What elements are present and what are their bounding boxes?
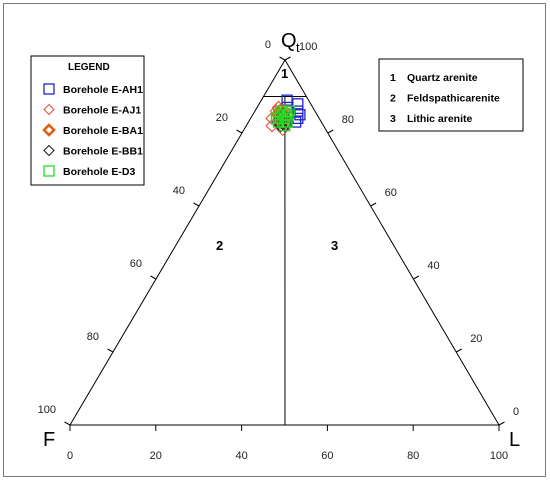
- field-key-id: 2: [390, 93, 396, 105]
- right-tick: [499, 422, 505, 425]
- left-tick-label: 80: [87, 331, 99, 343]
- left-tick: [194, 203, 200, 206]
- field-key: 1 Quartz arenite 2 Feldspathicarenite 3 Lithi…: [379, 59, 523, 131]
- right-tick: [456, 349, 462, 352]
- legend: LEGEND Borehole E-AH1 Borehole E-AJ1 Boreho…: [31, 56, 144, 185]
- vertex-label-left: F: [43, 429, 55, 451]
- vertex-label-top: Q: [281, 30, 297, 52]
- field-key-id: 3: [390, 113, 396, 125]
- field-key-name: Quartz arenite: [407, 72, 478, 84]
- right-tick: [371, 203, 377, 206]
- legend-entry-label: Borehole E-D3: [63, 166, 136, 178]
- legend-entry-label: Borehole E-BB1: [63, 146, 143, 158]
- bottom-tick-label: 100: [490, 450, 508, 462]
- left-tick-label: 60: [130, 258, 142, 270]
- field-label-2: 2: [216, 238, 223, 253]
- left-tick-label: 40: [173, 185, 185, 197]
- legend-entry-label: Borehole E-BA1: [63, 125, 143, 137]
- left-tick-label: 0: [265, 39, 271, 51]
- left-tick: [108, 349, 114, 352]
- left-tick-label: 20: [216, 112, 228, 124]
- left-tick: [65, 422, 71, 425]
- right-tick-label: 80: [342, 114, 354, 126]
- right-tick: [328, 130, 334, 133]
- legend-entry-label: Borehole E-AH1: [63, 84, 143, 96]
- right-tick-label: 20: [470, 333, 482, 345]
- right-tick-label: 60: [385, 187, 397, 199]
- right-tick-label: 0: [513, 406, 519, 418]
- bottom-tick-label: 80: [407, 450, 419, 462]
- data-points: [266, 95, 305, 135]
- bottom-tick-label: 60: [321, 450, 333, 462]
- left-tick: [280, 57, 286, 60]
- chart-frame: 0 100 100 20 80 80 40 60 60 60 40 40 80 20 20 100 0 0 LEG…: [3, 3, 546, 477]
- right-tick: [285, 57, 291, 60]
- bottom-tick-label: 40: [235, 450, 247, 462]
- left-tick: [151, 276, 157, 279]
- left-tick: [237, 130, 243, 133]
- left-tick-label: 100: [38, 404, 56, 416]
- ternary-chart: 0 100 100 20 80 80 40 60 60 60 40 40 80 20 20 100 0 0 LEG…: [4, 4, 550, 485]
- right-tick-label: 40: [427, 260, 439, 272]
- bottom-tick-label: 0: [67, 450, 73, 462]
- vertex-label-right: L: [509, 429, 520, 451]
- field-key-name: Lithic arenite: [407, 113, 473, 125]
- field-label-3: 3: [331, 238, 338, 253]
- right-tick-label: 100: [299, 41, 317, 53]
- right-tick: [413, 276, 419, 279]
- field-label-1: 1: [281, 66, 288, 81]
- field-key-name: Feldspathicarenite: [407, 93, 500, 105]
- field-key-id: 1: [390, 72, 396, 84]
- legend-entry-label: Borehole E-AJ1: [63, 105, 141, 117]
- legend-title: LEGEND: [68, 62, 110, 73]
- vertex-label-top-sub: t: [296, 40, 300, 55]
- bottom-tick-label: 20: [150, 450, 162, 462]
